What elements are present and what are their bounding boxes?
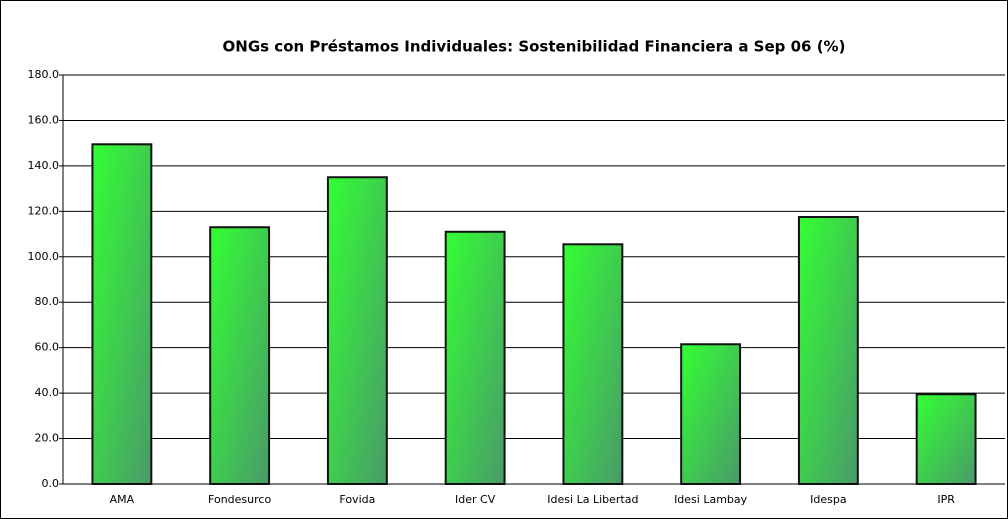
x-tick-label: Idesi Lambay xyxy=(674,493,748,506)
y-tick-label: 80.0 xyxy=(35,295,60,308)
bar xyxy=(915,393,977,485)
x-tick-label: IPR xyxy=(937,493,955,506)
x-tick-label: Ider CV xyxy=(455,493,496,506)
bar xyxy=(797,216,859,485)
bar xyxy=(209,226,271,485)
y-tick-label: 60.0 xyxy=(35,341,60,354)
bar xyxy=(444,230,506,485)
y-tick-label: 160.0 xyxy=(28,113,60,126)
bar xyxy=(326,176,388,485)
bar xyxy=(562,243,624,485)
y-tick-label: 40.0 xyxy=(35,386,60,399)
bar xyxy=(91,143,153,486)
bar xyxy=(680,343,742,485)
chart-title: ONGs con Préstamos Individuales: Sosteni… xyxy=(223,38,846,56)
y-tick-label: 100.0 xyxy=(28,250,60,263)
y-tick-label: 0.0 xyxy=(42,477,60,490)
x-tick-label: Fondesurco xyxy=(208,493,271,506)
y-tick-label: 120.0 xyxy=(28,204,60,217)
y-tick-label: 20.0 xyxy=(35,432,60,445)
y-tick-label: 180.0 xyxy=(28,68,60,81)
x-tick-label: Idespa xyxy=(810,493,846,506)
x-tick-label: Fovida xyxy=(339,493,375,506)
x-tick-label: Idesi La Libertad xyxy=(547,493,638,506)
x-tick-label: AMA xyxy=(110,493,135,506)
y-tick-label: 140.0 xyxy=(28,159,60,172)
